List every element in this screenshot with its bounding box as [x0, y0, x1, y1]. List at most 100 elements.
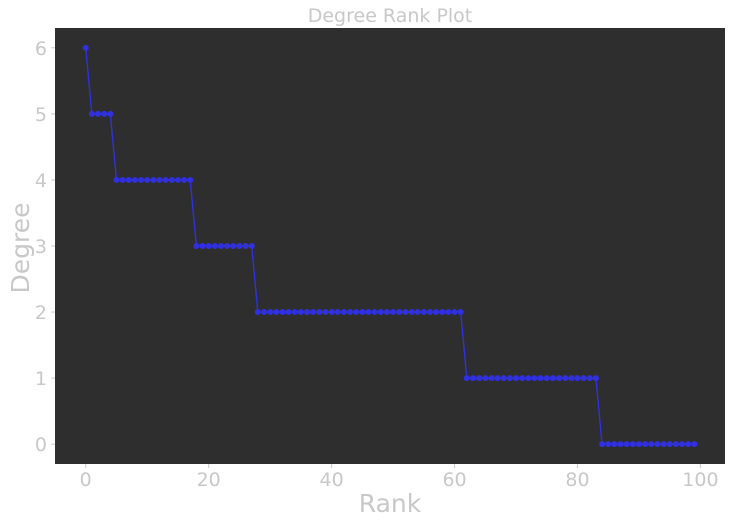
data-point [439, 309, 446, 316]
data-point [611, 441, 618, 448]
data-point [556, 375, 563, 382]
y-axis-ticks: 0 1 2 3 4 5 6 [35, 38, 55, 456]
data-point [549, 375, 556, 382]
data-point [224, 243, 231, 249]
y-tick-label: 4 [35, 170, 47, 192]
data-point [322, 309, 329, 316]
y-tick-label: 1 [35, 368, 47, 390]
data-point [377, 309, 384, 316]
data-point [211, 243, 218, 249]
data-point [285, 309, 292, 316]
data-point [162, 176, 169, 183]
data-point [420, 309, 427, 316]
data-point [445, 309, 452, 316]
data-point [537, 375, 544, 382]
data-point [187, 176, 194, 183]
data-point [648, 441, 655, 448]
data-point [666, 441, 673, 448]
data-point [144, 176, 151, 183]
data-point [469, 375, 476, 382]
data-point [451, 309, 458, 316]
x-tick-label: 40 [320, 469, 344, 491]
data-point [181, 176, 188, 183]
x-tick-label: 80 [565, 469, 589, 491]
y-tick-label: 2 [35, 302, 47, 324]
x-tick-label: 100 [682, 469, 718, 491]
data-point [82, 44, 89, 51]
data-point [635, 441, 642, 448]
data-point [328, 309, 335, 316]
data-point [396, 309, 403, 316]
x-tick-label: 60 [442, 469, 466, 491]
data-point [463, 375, 470, 382]
data-point [574, 375, 581, 382]
data-point [113, 176, 120, 183]
data-point [672, 441, 679, 448]
data-point [193, 243, 200, 249]
x-axis-ticks: 0 20 40 60 80 100 [80, 464, 719, 491]
data-point [95, 110, 102, 117]
data-point [316, 309, 323, 316]
chart-title: Degree Rank Plot [308, 5, 473, 27]
data-point [654, 441, 661, 448]
data-point [236, 243, 243, 249]
data-point [660, 441, 667, 448]
data-point [248, 243, 255, 249]
x-tick-label: 20 [197, 469, 221, 491]
data-point [586, 375, 593, 382]
data-point [488, 375, 495, 382]
data-point [685, 441, 692, 448]
x-axis-label: Rank [359, 489, 422, 518]
data-point [304, 309, 311, 316]
data-point [408, 309, 415, 316]
data-point [414, 309, 421, 316]
y-axis-label: Degree [6, 203, 35, 294]
data-point [568, 375, 575, 382]
y-tick-label: 5 [35, 104, 47, 126]
data-point [340, 309, 347, 316]
data-point [168, 176, 175, 183]
data-point [580, 375, 587, 382]
data-point [617, 441, 624, 448]
data-point [506, 375, 513, 382]
y-tick-label: 3 [35, 236, 47, 258]
data-point [390, 309, 397, 316]
data-point [107, 110, 114, 117]
data-point [426, 309, 433, 316]
data-point [359, 309, 366, 316]
data-point [562, 375, 569, 382]
data-point [433, 309, 440, 316]
data-point [205, 243, 212, 249]
data-point [629, 441, 636, 448]
data-point [119, 176, 126, 183]
data-point [310, 309, 317, 316]
data-point [291, 309, 298, 316]
data-point [125, 176, 132, 183]
data-point [476, 375, 483, 382]
data-point [334, 309, 341, 316]
data-point [273, 309, 280, 316]
x-tick-label: 0 [80, 469, 92, 491]
data-point [678, 441, 685, 448]
data-point [543, 375, 550, 382]
data-point [525, 375, 532, 382]
data-point [482, 375, 489, 382]
y-tick-label: 6 [35, 38, 47, 60]
data-point [150, 176, 157, 183]
data-point [457, 309, 464, 316]
data-point [254, 309, 261, 316]
data-point [642, 441, 649, 448]
data-point [592, 375, 599, 382]
data-point [347, 309, 354, 316]
data-point [138, 176, 145, 183]
data-point [371, 309, 378, 316]
data-point [383, 309, 390, 316]
data-point [365, 309, 372, 316]
data-point [402, 309, 409, 316]
data-point [267, 309, 274, 316]
data-point [691, 441, 698, 448]
data-point [131, 176, 138, 183]
data-point [519, 375, 526, 382]
data-point [605, 441, 612, 448]
